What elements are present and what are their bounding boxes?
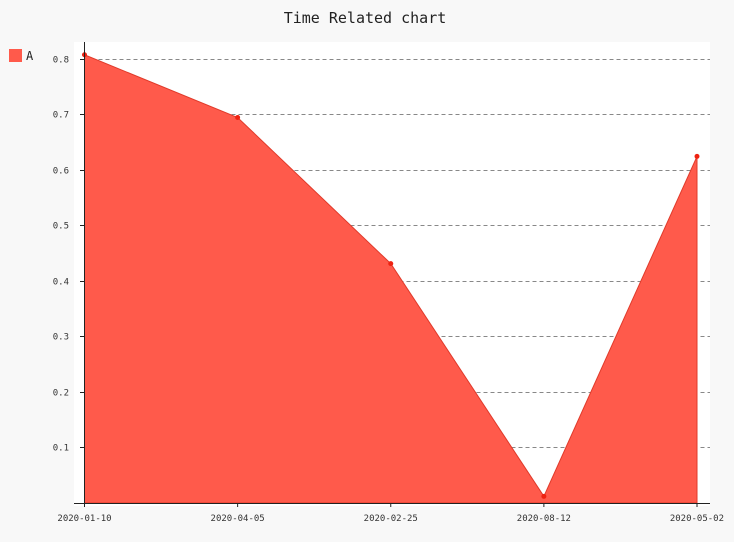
x-tick-label: 2020-04-05 <box>211 514 265 524</box>
series-a-area <box>84 54 698 504</box>
legend-label-a: A <box>26 49 34 63</box>
x-tick-label: 2020-01-10 <box>57 514 111 524</box>
series-a-point <box>694 153 700 159</box>
y-tick-label: 0.7 <box>53 111 69 121</box>
series-a-point <box>541 493 547 499</box>
y-tick-label: 0.6 <box>53 167 69 177</box>
series-a-points <box>82 52 700 499</box>
chart-title: Time Related chart <box>284 9 447 27</box>
x-tick-label: 2020-02-25 <box>364 514 418 524</box>
y-tick-label: 0.3 <box>53 333 69 343</box>
series-a-point <box>235 115 241 121</box>
y-tick-label: 0.4 <box>53 278 69 288</box>
y-tick-label: 0.5 <box>53 222 69 232</box>
x-tick-label: 2020-05-02 <box>670 514 724 524</box>
legend: A <box>9 49 34 63</box>
y-tick-label: 0.8 <box>53 56 69 66</box>
y-axis-ticks: 0.1 0.2 0.3 0.4 0.5 0.6 0.7 0.8 <box>53 56 85 454</box>
y-tick-label: 0.1 <box>53 444 69 454</box>
x-axis-ticks: 2020-01-10 2020-04-05 2020-02-25 2020-08-12… <box>57 503 724 524</box>
x-tick-label: 2020-08-12 <box>517 514 571 524</box>
legend-swatch-a <box>9 49 22 62</box>
y-tick-label: 0.2 <box>53 389 69 399</box>
series-a-point <box>388 261 394 267</box>
series-a-area-layer <box>84 54 698 504</box>
